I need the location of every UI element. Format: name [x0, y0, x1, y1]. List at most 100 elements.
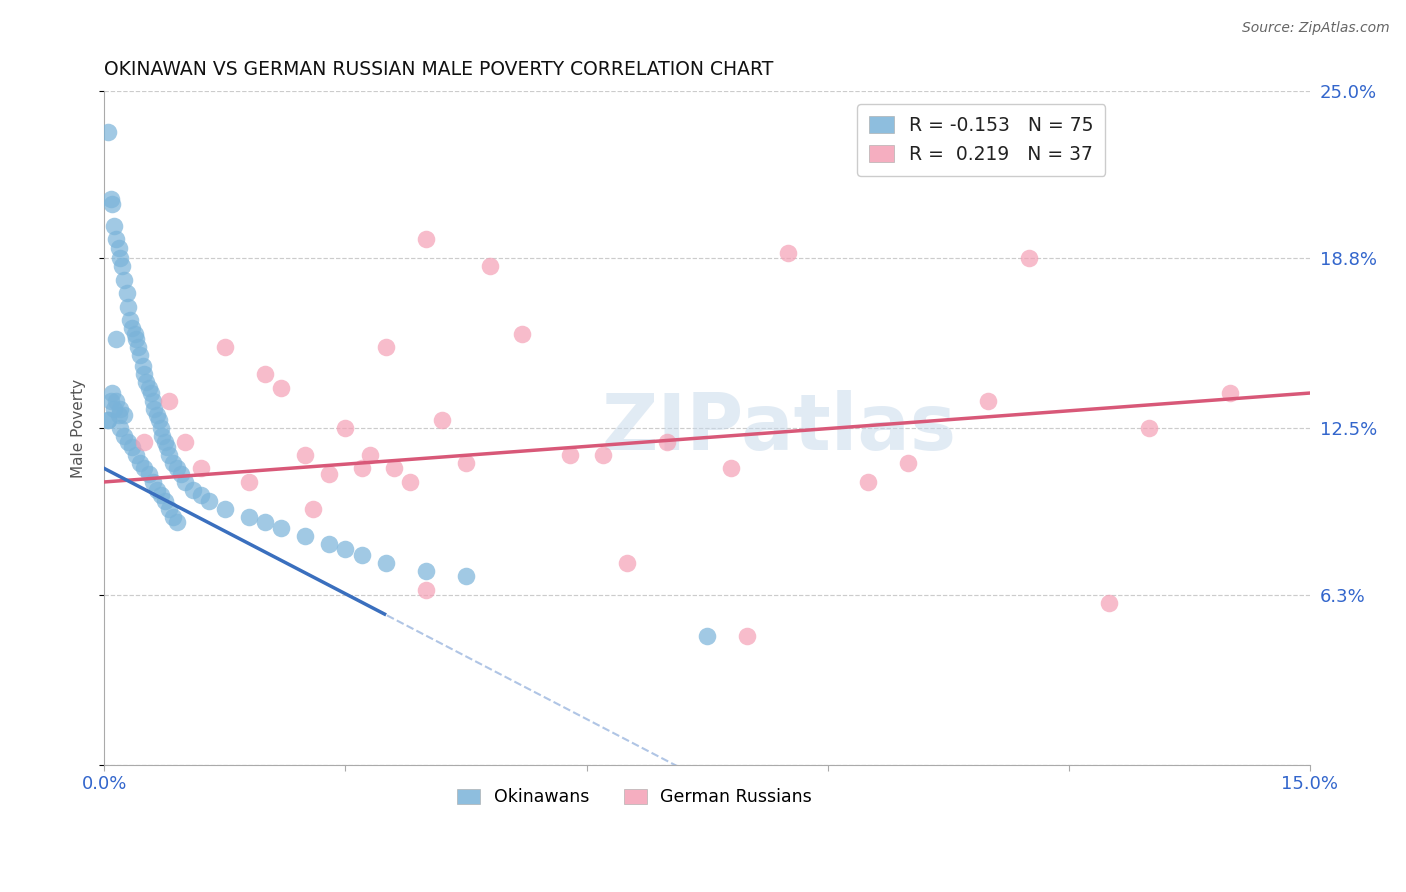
Point	[214, 340, 236, 354]
Point	[129, 348, 152, 362]
Point	[197, 493, 219, 508]
Point	[350, 461, 373, 475]
Point	[121, 321, 143, 335]
Point	[134, 367, 156, 381]
Point	[173, 434, 195, 449]
Point	[103, 219, 125, 233]
Point	[110, 421, 132, 435]
Point	[107, 241, 129, 255]
Point	[149, 421, 172, 435]
Point	[157, 448, 180, 462]
Legend: Okinawans, German Russians: Okinawans, German Russians	[450, 781, 820, 814]
Point	[294, 448, 316, 462]
Point	[318, 537, 340, 551]
Point	[856, 475, 879, 489]
Point	[143, 402, 166, 417]
Point	[115, 286, 138, 301]
Point	[166, 516, 188, 530]
Point	[655, 434, 678, 449]
Point	[107, 408, 129, 422]
Point	[737, 628, 759, 642]
Point	[105, 232, 128, 246]
Point	[181, 483, 204, 497]
Point	[1137, 421, 1160, 435]
Point	[105, 394, 128, 409]
Point	[138, 381, 160, 395]
Point	[124, 326, 146, 341]
Point	[162, 510, 184, 524]
Point	[592, 448, 614, 462]
Point	[415, 564, 437, 578]
Point	[148, 413, 170, 427]
Point	[1219, 386, 1241, 401]
Point	[294, 529, 316, 543]
Point	[270, 381, 292, 395]
Point	[169, 467, 191, 481]
Point	[157, 502, 180, 516]
Point	[145, 483, 167, 497]
Point	[214, 502, 236, 516]
Point	[190, 461, 212, 475]
Point	[479, 260, 502, 274]
Point	[162, 456, 184, 470]
Point	[127, 340, 149, 354]
Point	[156, 440, 179, 454]
Point	[150, 429, 173, 443]
Point	[110, 252, 132, 266]
Point	[110, 402, 132, 417]
Text: OKINAWAN VS GERMAN RUSSIAN MALE POVERTY CORRELATION CHART: OKINAWAN VS GERMAN RUSSIAN MALE POVERTY …	[104, 60, 773, 78]
Point	[430, 413, 453, 427]
Point	[129, 456, 152, 470]
Point	[132, 359, 155, 373]
Point	[318, 467, 340, 481]
Point	[112, 273, 135, 287]
Point	[141, 394, 163, 409]
Point	[382, 461, 405, 475]
Point	[238, 510, 260, 524]
Point	[302, 502, 325, 516]
Point	[135, 376, 157, 390]
Point	[510, 326, 533, 341]
Point	[560, 448, 582, 462]
Point	[117, 300, 139, 314]
Text: Source: ZipAtlas.com: Source: ZipAtlas.com	[1241, 21, 1389, 35]
Y-axis label: Male Poverty: Male Poverty	[72, 378, 86, 477]
Point	[157, 394, 180, 409]
Point	[153, 493, 176, 508]
Point	[111, 260, 134, 274]
Point	[134, 461, 156, 475]
Point	[139, 386, 162, 401]
Point	[254, 367, 277, 381]
Point	[335, 421, 357, 435]
Point	[335, 542, 357, 557]
Point	[359, 448, 381, 462]
Point	[1098, 596, 1121, 610]
Point	[97, 413, 120, 427]
Point	[125, 332, 148, 346]
Point	[100, 394, 122, 409]
Point	[398, 475, 420, 489]
Point	[190, 488, 212, 502]
Point	[145, 408, 167, 422]
Point	[100, 192, 122, 206]
Point	[101, 386, 124, 401]
Point	[696, 628, 718, 642]
Point	[415, 582, 437, 597]
Point	[977, 394, 1000, 409]
Point	[153, 434, 176, 449]
Point	[374, 340, 396, 354]
Point	[97, 125, 120, 139]
Point	[173, 475, 195, 489]
Point	[121, 440, 143, 454]
Point	[350, 548, 373, 562]
Point	[270, 521, 292, 535]
Point	[897, 456, 920, 470]
Point	[141, 475, 163, 489]
Point	[454, 456, 477, 470]
Point	[415, 232, 437, 246]
Point	[105, 332, 128, 346]
Point	[117, 434, 139, 449]
Point	[720, 461, 742, 475]
Point	[454, 569, 477, 583]
Point	[149, 488, 172, 502]
